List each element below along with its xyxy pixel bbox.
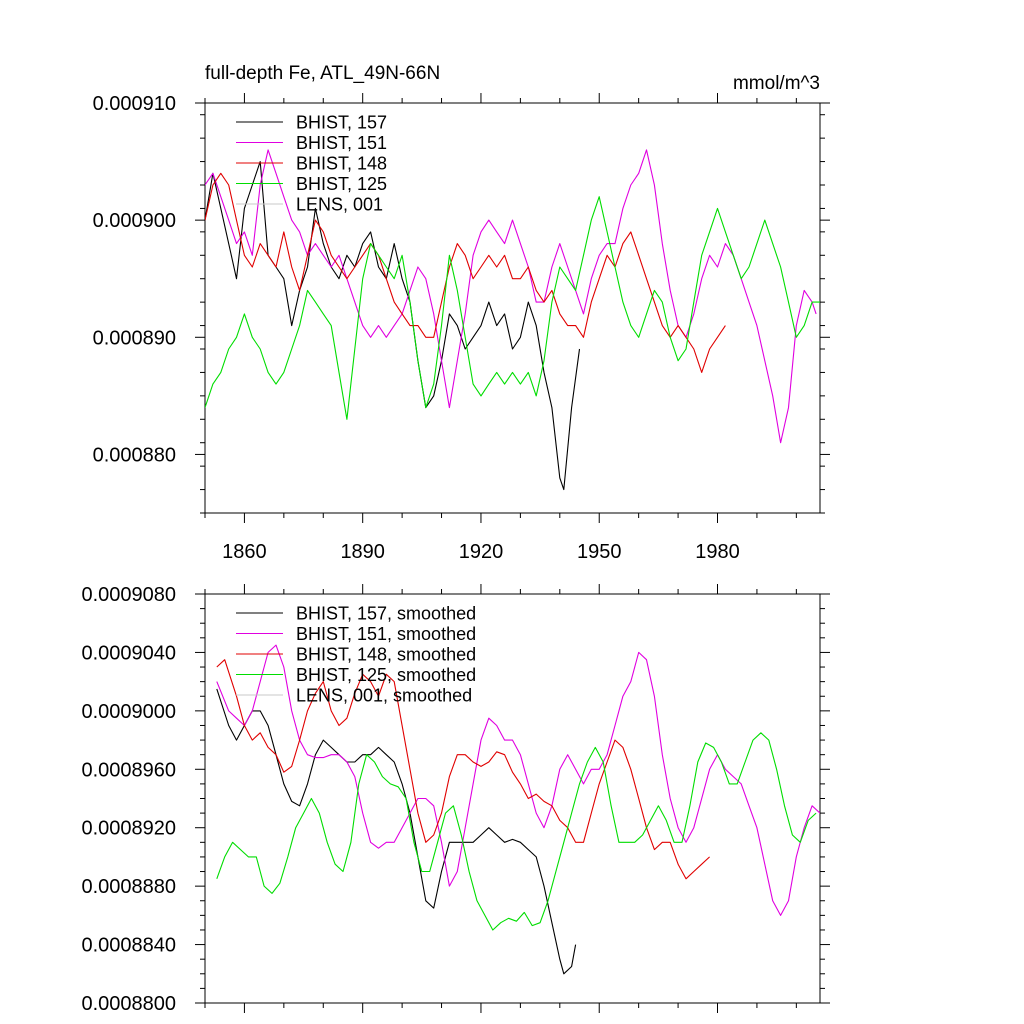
series-line-bhist-125: [205, 196, 820, 420]
legend-label: BHIST, 151, smoothed: [296, 624, 476, 644]
series-group: [205, 149, 820, 491]
series-line-bhist-148: [205, 172, 726, 373]
y-tick-label: 0.0008800: [81, 993, 176, 1015]
chart-panel-2: 0.0008800 0.0008840 0.0008880 0.0008920 0.00…: [81, 584, 830, 1015]
series-line-bhist-157-smoothed: [216, 688, 577, 975]
x-tick-label: 1950: [577, 541, 622, 563]
y-tick-label: 0.000880: [93, 444, 176, 466]
legend-label: LENS, 001, smoothed: [296, 686, 472, 706]
x-tick-label: 1860: [222, 541, 267, 563]
x-tick-label: 1980: [695, 541, 740, 563]
legend-label: BHIST, 125: [296, 174, 387, 194]
legend-label: LENS, 001: [296, 195, 383, 215]
y-tick-label: 0.0009040: [81, 642, 176, 664]
chart-panel-1: 1860 1890 1920 1950 1980 0.000880 0.000890 0.00…: [93, 63, 830, 563]
legend-label: BHIST, 148, smoothed: [296, 645, 476, 665]
series-line-bhist-148-smoothed: [216, 659, 710, 880]
legend-label: BHIST, 157: [296, 113, 387, 133]
legend-label: BHIST, 148: [296, 154, 387, 174]
x-tick-label: 1890: [340, 541, 385, 563]
series-line-bhist-125-smoothed: [216, 732, 817, 931]
y-tick-label: 0.0009080: [81, 584, 176, 606]
units-label: mmol/m^3: [733, 73, 820, 94]
y-tick-label: 0.0008960: [81, 759, 176, 781]
series-line-bhist-157: [205, 161, 581, 491]
legend-label: BHIST, 157, smoothed: [296, 604, 476, 624]
y-tick-label: 0.000910: [93, 93, 176, 115]
legend-label: BHIST, 151: [296, 133, 387, 153]
x-tick-label: 1920: [459, 541, 504, 563]
chart-title: full-depth Fe, ATL_49N-66N: [205, 63, 440, 84]
y-tick-label: 0.000900: [93, 210, 176, 232]
y-tick-label: 0.000890: [93, 327, 176, 349]
plot-frame: [204, 102, 821, 514]
y-tick-label: 0.0009000: [81, 701, 176, 723]
y-tick-label: 0.0008880: [81, 876, 176, 898]
y-tick-label: 0.0008840: [81, 935, 176, 957]
series-group: [216, 644, 820, 975]
legend-label: BHIST, 125, smoothed: [296, 665, 476, 685]
y-tick-label: 0.0008920: [81, 818, 176, 840]
